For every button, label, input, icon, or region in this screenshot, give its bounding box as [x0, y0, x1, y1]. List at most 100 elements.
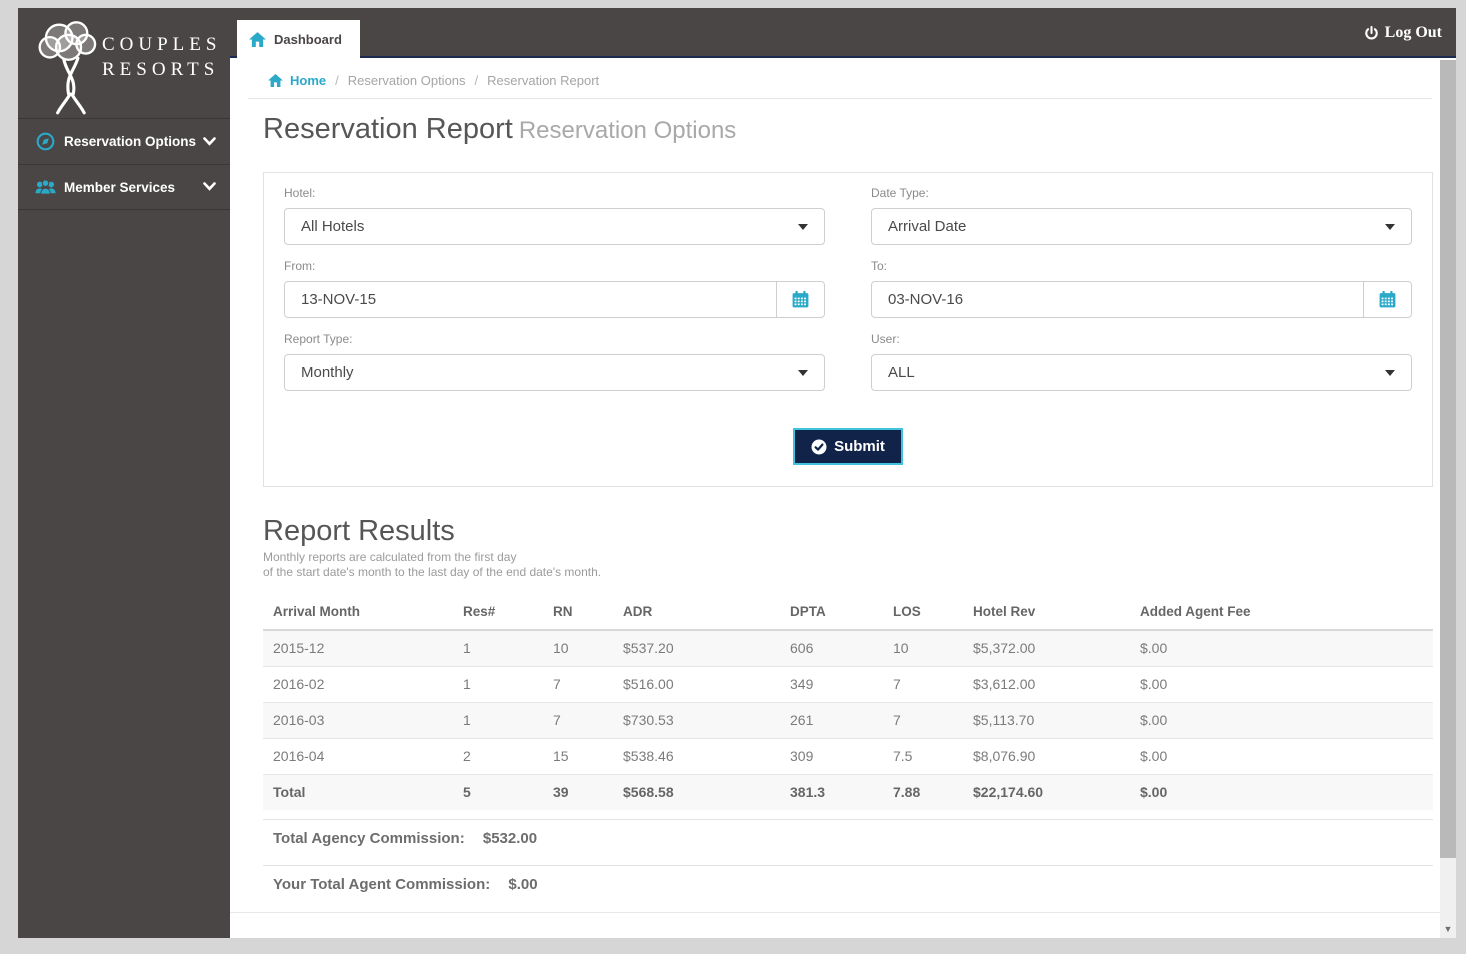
table-cell: $568.58 [613, 773, 780, 810]
hotel-value: All Hotels [301, 218, 365, 235]
table-cell: 309 [780, 737, 883, 774]
report-type-label: Report Type: [284, 332, 353, 346]
table-cell: 7.88 [883, 773, 963, 810]
power-icon [1364, 25, 1378, 39]
to-date-input[interactable]: 03-NOV-16 [871, 281, 1412, 318]
column-header: RN [543, 596, 613, 631]
table-cell: 7.5 [883, 737, 963, 774]
results-table: Arrival Month Res# RN ADR DPTA LOS Hotel Rev Ad… [263, 596, 1433, 810]
calendar-icon [792, 290, 809, 308]
breadcrumb-home-link[interactable]: Home [290, 73, 327, 88]
page-subtitle: Reservation Options [518, 117, 737, 144]
column-header: LOS [883, 596, 963, 631]
breadcrumb-separator: / [335, 73, 339, 88]
column-header: Arrival Month [263, 596, 453, 631]
table-cell: 349 [780, 665, 883, 702]
table-cell: $538.46 [613, 737, 780, 774]
date-type-value: Arrival Date [888, 218, 967, 235]
sidebar-item-member-services[interactable]: Member Services [18, 164, 230, 210]
tree-logo-icon [38, 21, 97, 115]
users-icon [34, 179, 56, 195]
table-row: 2016-02 1 7 $516.00 349 7 $3,612.00 $.00 [263, 665, 1433, 702]
select-arrow-icon [1385, 223, 1395, 230]
table-cell: $516.00 [613, 665, 780, 702]
chevron-down-icon [203, 178, 216, 196]
table-cell: $.00 [1130, 773, 1433, 810]
report-results-section: Report Results Monthly reports are calcu… [263, 515, 1433, 902]
calendar-icon [1379, 290, 1396, 308]
report-type-value: Monthly [301, 364, 354, 381]
hotel-select[interactable]: All Hotels [284, 208, 825, 245]
home-icon [249, 31, 266, 47]
from-field: From: 13-NOV-15 [284, 259, 825, 318]
table-cell: 7 [883, 701, 963, 738]
table-cell: 2016-03 [263, 701, 453, 738]
from-date-input[interactable]: 13-NOV-15 [284, 281, 825, 318]
results-note: Monthly reports are calculated from the … [263, 550, 602, 579]
chevron-down-icon [203, 133, 216, 151]
sidebar-item-reservation-options[interactable]: Reservation Options [18, 118, 230, 164]
date-type-field: Date Type: Arrival Date [871, 186, 1412, 245]
table-cell: $.00 [1130, 665, 1433, 702]
table-cell: 2015-12 [263, 629, 453, 666]
filter-panel: Hotel: All Hotels Date Type: Arrival Dat… [263, 172, 1433, 487]
user-label: User: [871, 332, 900, 346]
table-total-row: Total 5 39 $568.58 381.3 7.88 $22,174.60 $.00 [263, 773, 1433, 810]
date-type-select[interactable]: Arrival Date [871, 208, 1412, 245]
tab-label: Dashboard [274, 31, 342, 47]
agency-commission-row: Total Agency Commission: $532.00 [263, 819, 1433, 856]
scrollbar-down-arrow[interactable]: ▼ [1443, 924, 1453, 934]
logout-button[interactable]: Log Out [1364, 8, 1442, 58]
table-cell: $22,174.60 [963, 773, 1130, 810]
table-cell: 7 [543, 665, 613, 702]
divider [248, 98, 1432, 99]
vertical-scrollbar[interactable]: ▼ [1440, 60, 1456, 938]
home-icon [268, 74, 283, 87]
table-row: 2016-04 2 15 $538.46 309 7.5 $8,076.90 $.00 [263, 737, 1433, 774]
table-cell: 261 [780, 701, 883, 738]
brand-logo: COUPLES RESORTS [18, 8, 230, 118]
results-table-body: 2015-12 1 10 $537.20 606 10 $5,372.00 $.00 2016-… [263, 629, 1433, 810]
to-calendar-button[interactable] [1363, 282, 1411, 317]
table-row: 2016-03 1 7 $730.53 261 7 $5,113.70 $.00 [263, 701, 1433, 738]
table-row: 2015-12 1 10 $537.20 606 10 $5,372.00 $.00 [263, 629, 1433, 666]
column-header: Hotel Rev [963, 596, 1130, 631]
table-cell: 606 [780, 629, 883, 666]
tab-dashboard[interactable]: Dashboard [237, 20, 360, 58]
table-cell: 7 [543, 701, 613, 738]
hotel-field: Hotel: All Hotels [284, 186, 825, 245]
user-field: User: ALL [871, 332, 1412, 391]
table-cell: $.00 [1130, 737, 1433, 774]
brand-name: COUPLES RESORTS [102, 34, 222, 80]
table-cell: 2 [453, 737, 543, 774]
breadcrumb-separator: / [474, 73, 479, 88]
select-arrow-icon [798, 223, 808, 230]
table-cell: $.00 [1130, 629, 1433, 666]
results-title: Report Results [263, 515, 455, 547]
column-header: ADR [613, 596, 780, 631]
table-cell: 10 [883, 629, 963, 666]
report-type-select[interactable]: Monthly [284, 354, 825, 391]
app-window: COUPLES RESORTS Reservation Options [18, 8, 1456, 938]
main-content: Home / Reservation Options / Reservation… [230, 60, 1440, 938]
scrollbar-thumb[interactable] [1440, 60, 1456, 858]
sidebar-item-label: Member Services [64, 179, 176, 195]
breadcrumb-item: Reservation Report [487, 73, 600, 88]
column-header: DPTA [780, 596, 883, 631]
agent-commission-label: Your Total Agent Commission: [273, 876, 491, 893]
table-cell: $3,612.00 [963, 665, 1130, 702]
hotel-label: Hotel: [284, 186, 316, 200]
table-cell: $8,076.90 [963, 737, 1130, 774]
submit-button[interactable]: Submit [793, 428, 903, 465]
from-date-value: 13-NOV-15 [301, 291, 377, 308]
breadcrumb: Home / Reservation Options / Reservation… [268, 73, 599, 88]
results-table-head-row: Arrival Month Res# RN ADR DPTA LOS Hotel Rev Ad… [263, 596, 1433, 631]
table-cell: 2016-04 [263, 737, 453, 774]
table-cell: 1 [453, 665, 543, 702]
date-type-label: Date Type: [871, 186, 929, 200]
table-cell: $537.20 [613, 629, 780, 666]
to-label: To: [871, 259, 888, 273]
user-select[interactable]: ALL [871, 354, 1412, 391]
from-calendar-button[interactable] [776, 282, 824, 317]
submit-label: Submit [834, 438, 885, 455]
